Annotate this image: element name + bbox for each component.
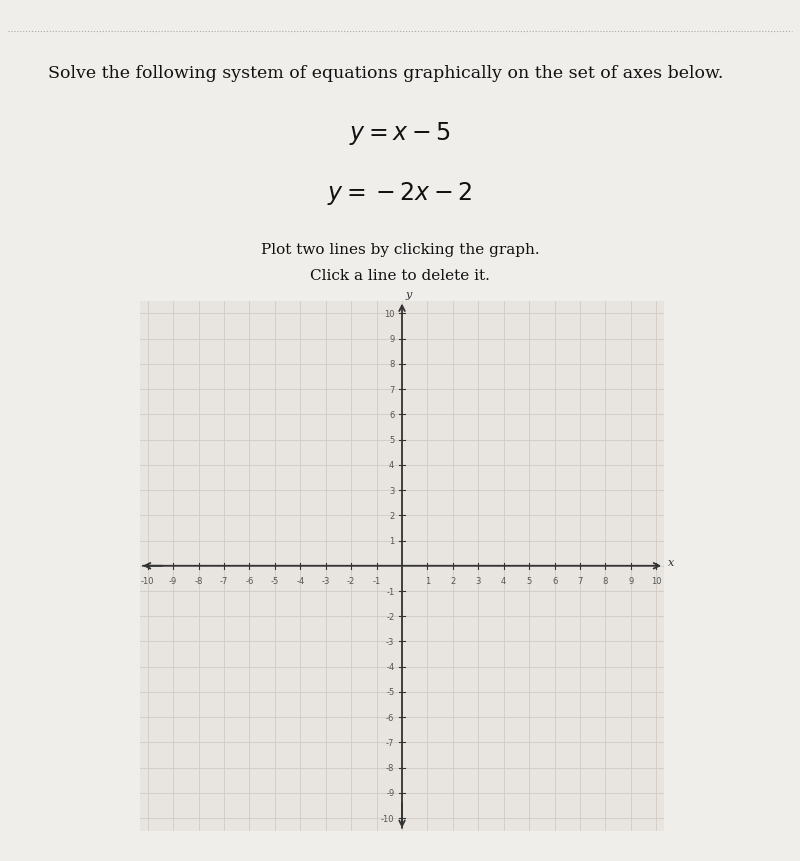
Text: $y = x - 5$: $y = x - 5$ bbox=[349, 120, 451, 147]
Text: -8: -8 bbox=[194, 576, 202, 585]
Text: -5: -5 bbox=[270, 576, 279, 585]
Text: 1: 1 bbox=[389, 536, 394, 545]
Text: -2: -2 bbox=[386, 612, 394, 621]
Text: -6: -6 bbox=[386, 713, 394, 722]
Text: 3: 3 bbox=[476, 576, 481, 585]
Text: 9: 9 bbox=[389, 335, 394, 344]
Text: -4: -4 bbox=[296, 576, 304, 585]
Text: 4: 4 bbox=[389, 461, 394, 470]
Text: 4: 4 bbox=[501, 576, 506, 585]
Text: -3: -3 bbox=[322, 576, 330, 585]
Text: 6: 6 bbox=[389, 411, 394, 419]
Text: -3: -3 bbox=[386, 637, 394, 647]
Text: -1: -1 bbox=[386, 587, 394, 596]
Text: -9: -9 bbox=[386, 789, 394, 797]
Text: 6: 6 bbox=[552, 576, 558, 585]
Text: -10: -10 bbox=[381, 814, 394, 823]
Text: -9: -9 bbox=[169, 576, 177, 585]
Text: -2: -2 bbox=[347, 576, 355, 585]
Text: 10: 10 bbox=[384, 309, 394, 319]
Text: -6: -6 bbox=[245, 576, 254, 585]
Text: 7: 7 bbox=[389, 385, 394, 394]
Text: 2: 2 bbox=[389, 511, 394, 520]
Text: Solve the following system of equations graphically on the set of axes below.: Solve the following system of equations … bbox=[48, 65, 723, 82]
Text: y: y bbox=[406, 290, 411, 300]
Text: -7: -7 bbox=[220, 576, 228, 585]
Text: -4: -4 bbox=[386, 662, 394, 672]
Text: x: x bbox=[668, 557, 674, 567]
Text: 3: 3 bbox=[389, 486, 394, 495]
Text: Plot two lines by clicking the graph.: Plot two lines by clicking the graph. bbox=[261, 243, 539, 257]
Text: $y = -2x - 2$: $y = -2x - 2$ bbox=[327, 180, 473, 208]
Text: 5: 5 bbox=[526, 576, 532, 585]
Text: -5: -5 bbox=[386, 688, 394, 697]
Text: -10: -10 bbox=[141, 576, 154, 585]
Text: 8: 8 bbox=[389, 360, 394, 369]
Text: 2: 2 bbox=[450, 576, 455, 585]
Text: -1: -1 bbox=[373, 576, 381, 585]
Text: Click a line to delete it.: Click a line to delete it. bbox=[310, 269, 490, 282]
Text: -7: -7 bbox=[386, 738, 394, 747]
Text: 1: 1 bbox=[425, 576, 430, 585]
Text: 10: 10 bbox=[651, 576, 662, 585]
Text: 7: 7 bbox=[578, 576, 582, 585]
Text: 5: 5 bbox=[389, 436, 394, 444]
Text: -8: -8 bbox=[386, 764, 394, 772]
Text: 9: 9 bbox=[628, 576, 634, 585]
Text: 8: 8 bbox=[603, 576, 608, 585]
